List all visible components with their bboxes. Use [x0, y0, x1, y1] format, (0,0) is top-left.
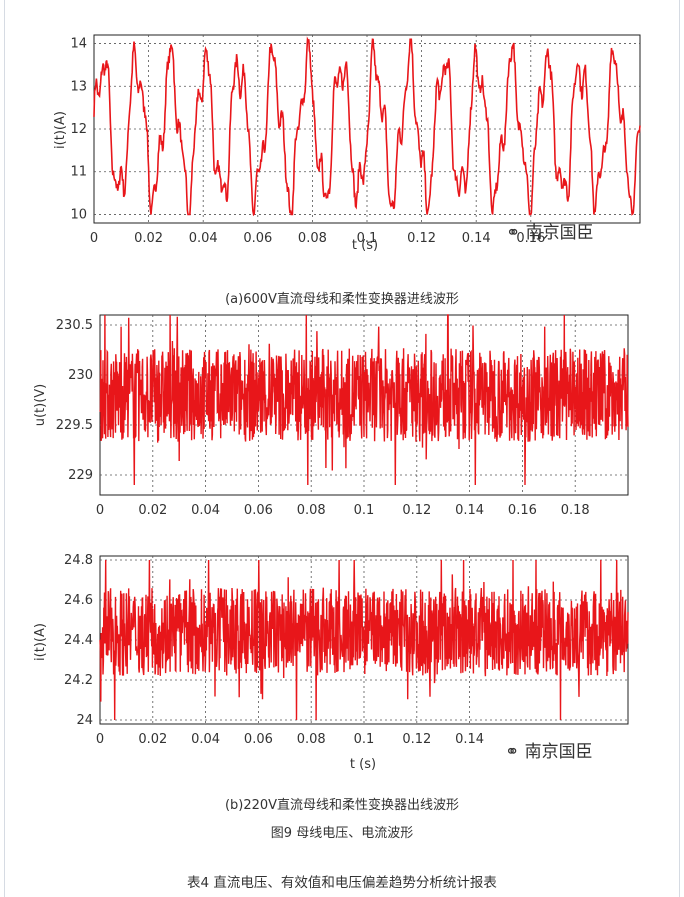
- y-tick-label: 24: [76, 713, 93, 728]
- y-tick-labels: 24.8 24.6 24.4 24.2 24: [64, 553, 93, 728]
- caption-a: (a)600V直流母线和柔性变换器进线波形: [225, 292, 459, 307]
- x-axis-label: t (s): [350, 757, 376, 772]
- caption-b: (b)220V直流母线和柔性变换器出线波形: [224, 798, 460, 813]
- watermark-text: 南京国臣: [524, 742, 593, 762]
- x-tick-label: 0.08: [298, 231, 327, 246]
- watermark-text: 南京国臣: [525, 223, 594, 243]
- x-tick-label: 0.06: [243, 231, 272, 246]
- y-tick-label: 10: [70, 207, 87, 222]
- x-tick-label: 0.14: [455, 732, 484, 747]
- x-tick-label: 0.1: [357, 231, 378, 246]
- y-tick-label: 230: [68, 368, 93, 383]
- x-tick-labels: 0 0.02 0.04 0.06 0.08 0.1 0.12 0.14: [96, 732, 484, 747]
- y-tick-label: 13: [70, 79, 87, 94]
- series-line: [99, 314, 629, 486]
- x-tick-label: 0: [96, 503, 104, 518]
- y-tick-label: 24.2: [64, 673, 93, 688]
- y-tick-label: 24.6: [64, 593, 93, 608]
- x-tick-label: 0.1: [354, 732, 375, 747]
- x-tick-label: 0.18: [561, 503, 590, 518]
- x-tick-labels: 0 0.02 0.04 0.06 0.08 0.1 0.12 0.14 0.16 0.18: [96, 503, 590, 518]
- x-tick-label: 0.14: [455, 503, 484, 518]
- x-tick-label: 0.02: [138, 503, 167, 518]
- y-axis-label: i(t)(A): [33, 623, 48, 661]
- wechat-icon: ⚭: [505, 742, 520, 762]
- x-tick-label: 0.12: [402, 732, 431, 747]
- chart-c-current-220v: 0 0.02 0.04 0.06 0.08 0.1 0.12 0.14 24.824.624.…: [33, 553, 629, 772]
- y-tick-label: 229.5: [56, 418, 93, 433]
- x-tick-label: 0.04: [191, 503, 220, 518]
- y-tick-label: 24.8: [64, 553, 93, 568]
- x-tick-label: 0: [96, 732, 104, 747]
- x-axis-label: t (s): [352, 238, 378, 253]
- series-line: [99, 559, 629, 721]
- x-tick-label: 0.14: [462, 231, 491, 246]
- y-tick-label: 14: [70, 37, 87, 52]
- y-axis-label: i(t)(A): [53, 111, 68, 149]
- x-tick-label: 0.12: [407, 231, 436, 246]
- x-tick-label: 0.08: [297, 732, 326, 747]
- x-tick-label: 0.12: [402, 503, 431, 518]
- x-tick-label: 0.02: [134, 231, 163, 246]
- table-caption: 表4 直流电压、有效值和电压偏差趋势分析统计报表: [187, 875, 497, 891]
- chart-a-current-600v: 0 0.02 0.04 0.06 0.08 0.1 0.12 0.14 0.16 1413121…: [53, 34, 641, 253]
- x-tick-label: 0.02: [138, 732, 167, 747]
- y-tick-label: 24.4: [64, 633, 93, 648]
- page-frame: [4, 0, 680, 897]
- x-tick-label: 0: [90, 231, 98, 246]
- watermark-a: ⚭ 南京国臣: [506, 218, 594, 243]
- x-tick-label: 0.04: [191, 732, 220, 747]
- y-tick-label: 230.5: [56, 318, 93, 333]
- y-tick-label: 229: [68, 468, 93, 483]
- x-tick-label: 0.06: [244, 732, 273, 747]
- chart-b-voltage-220v: 0 0.02 0.04 0.06 0.08 0.1 0.12 0.14 0.16 0.18 230…: [33, 314, 629, 518]
- y-tick-label: 11: [70, 165, 87, 180]
- watermark-c: ⚭ 南京国臣: [505, 737, 593, 762]
- x-tick-label: 0.1: [354, 503, 375, 518]
- x-tick-labels: 0 0.02 0.04 0.06 0.08 0.1 0.12 0.14 0.16: [90, 231, 545, 246]
- y-axis-label: u(t)(V): [33, 384, 48, 427]
- figure-caption: 图9 母线电压、电流波形: [270, 826, 414, 841]
- x-tick-label: 0.16: [516, 231, 545, 246]
- wechat-icon: ⚭: [506, 223, 521, 243]
- x-tick-label: 0.08: [297, 503, 326, 518]
- series-line: [93, 36, 641, 217]
- x-tick-label: 0.04: [189, 231, 218, 246]
- y-tick-labels: 230.5 230 229.5 229: [56, 318, 93, 483]
- y-tick-label: 12: [70, 122, 87, 137]
- y-tick-labels: 14 13 12 11 10: [70, 37, 87, 223]
- x-tick-label: 0.06: [244, 503, 273, 518]
- x-tick-label: 0.16: [508, 503, 537, 518]
